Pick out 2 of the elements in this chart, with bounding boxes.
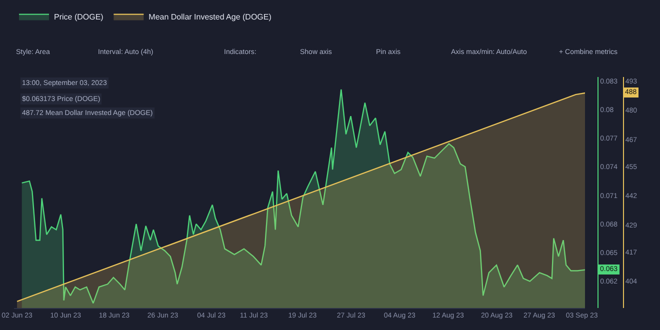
legend-label: Mean Dollar Invested Age (DOGE) — [148, 12, 272, 22]
legend-label: Price (DOGE) — [54, 12, 104, 22]
